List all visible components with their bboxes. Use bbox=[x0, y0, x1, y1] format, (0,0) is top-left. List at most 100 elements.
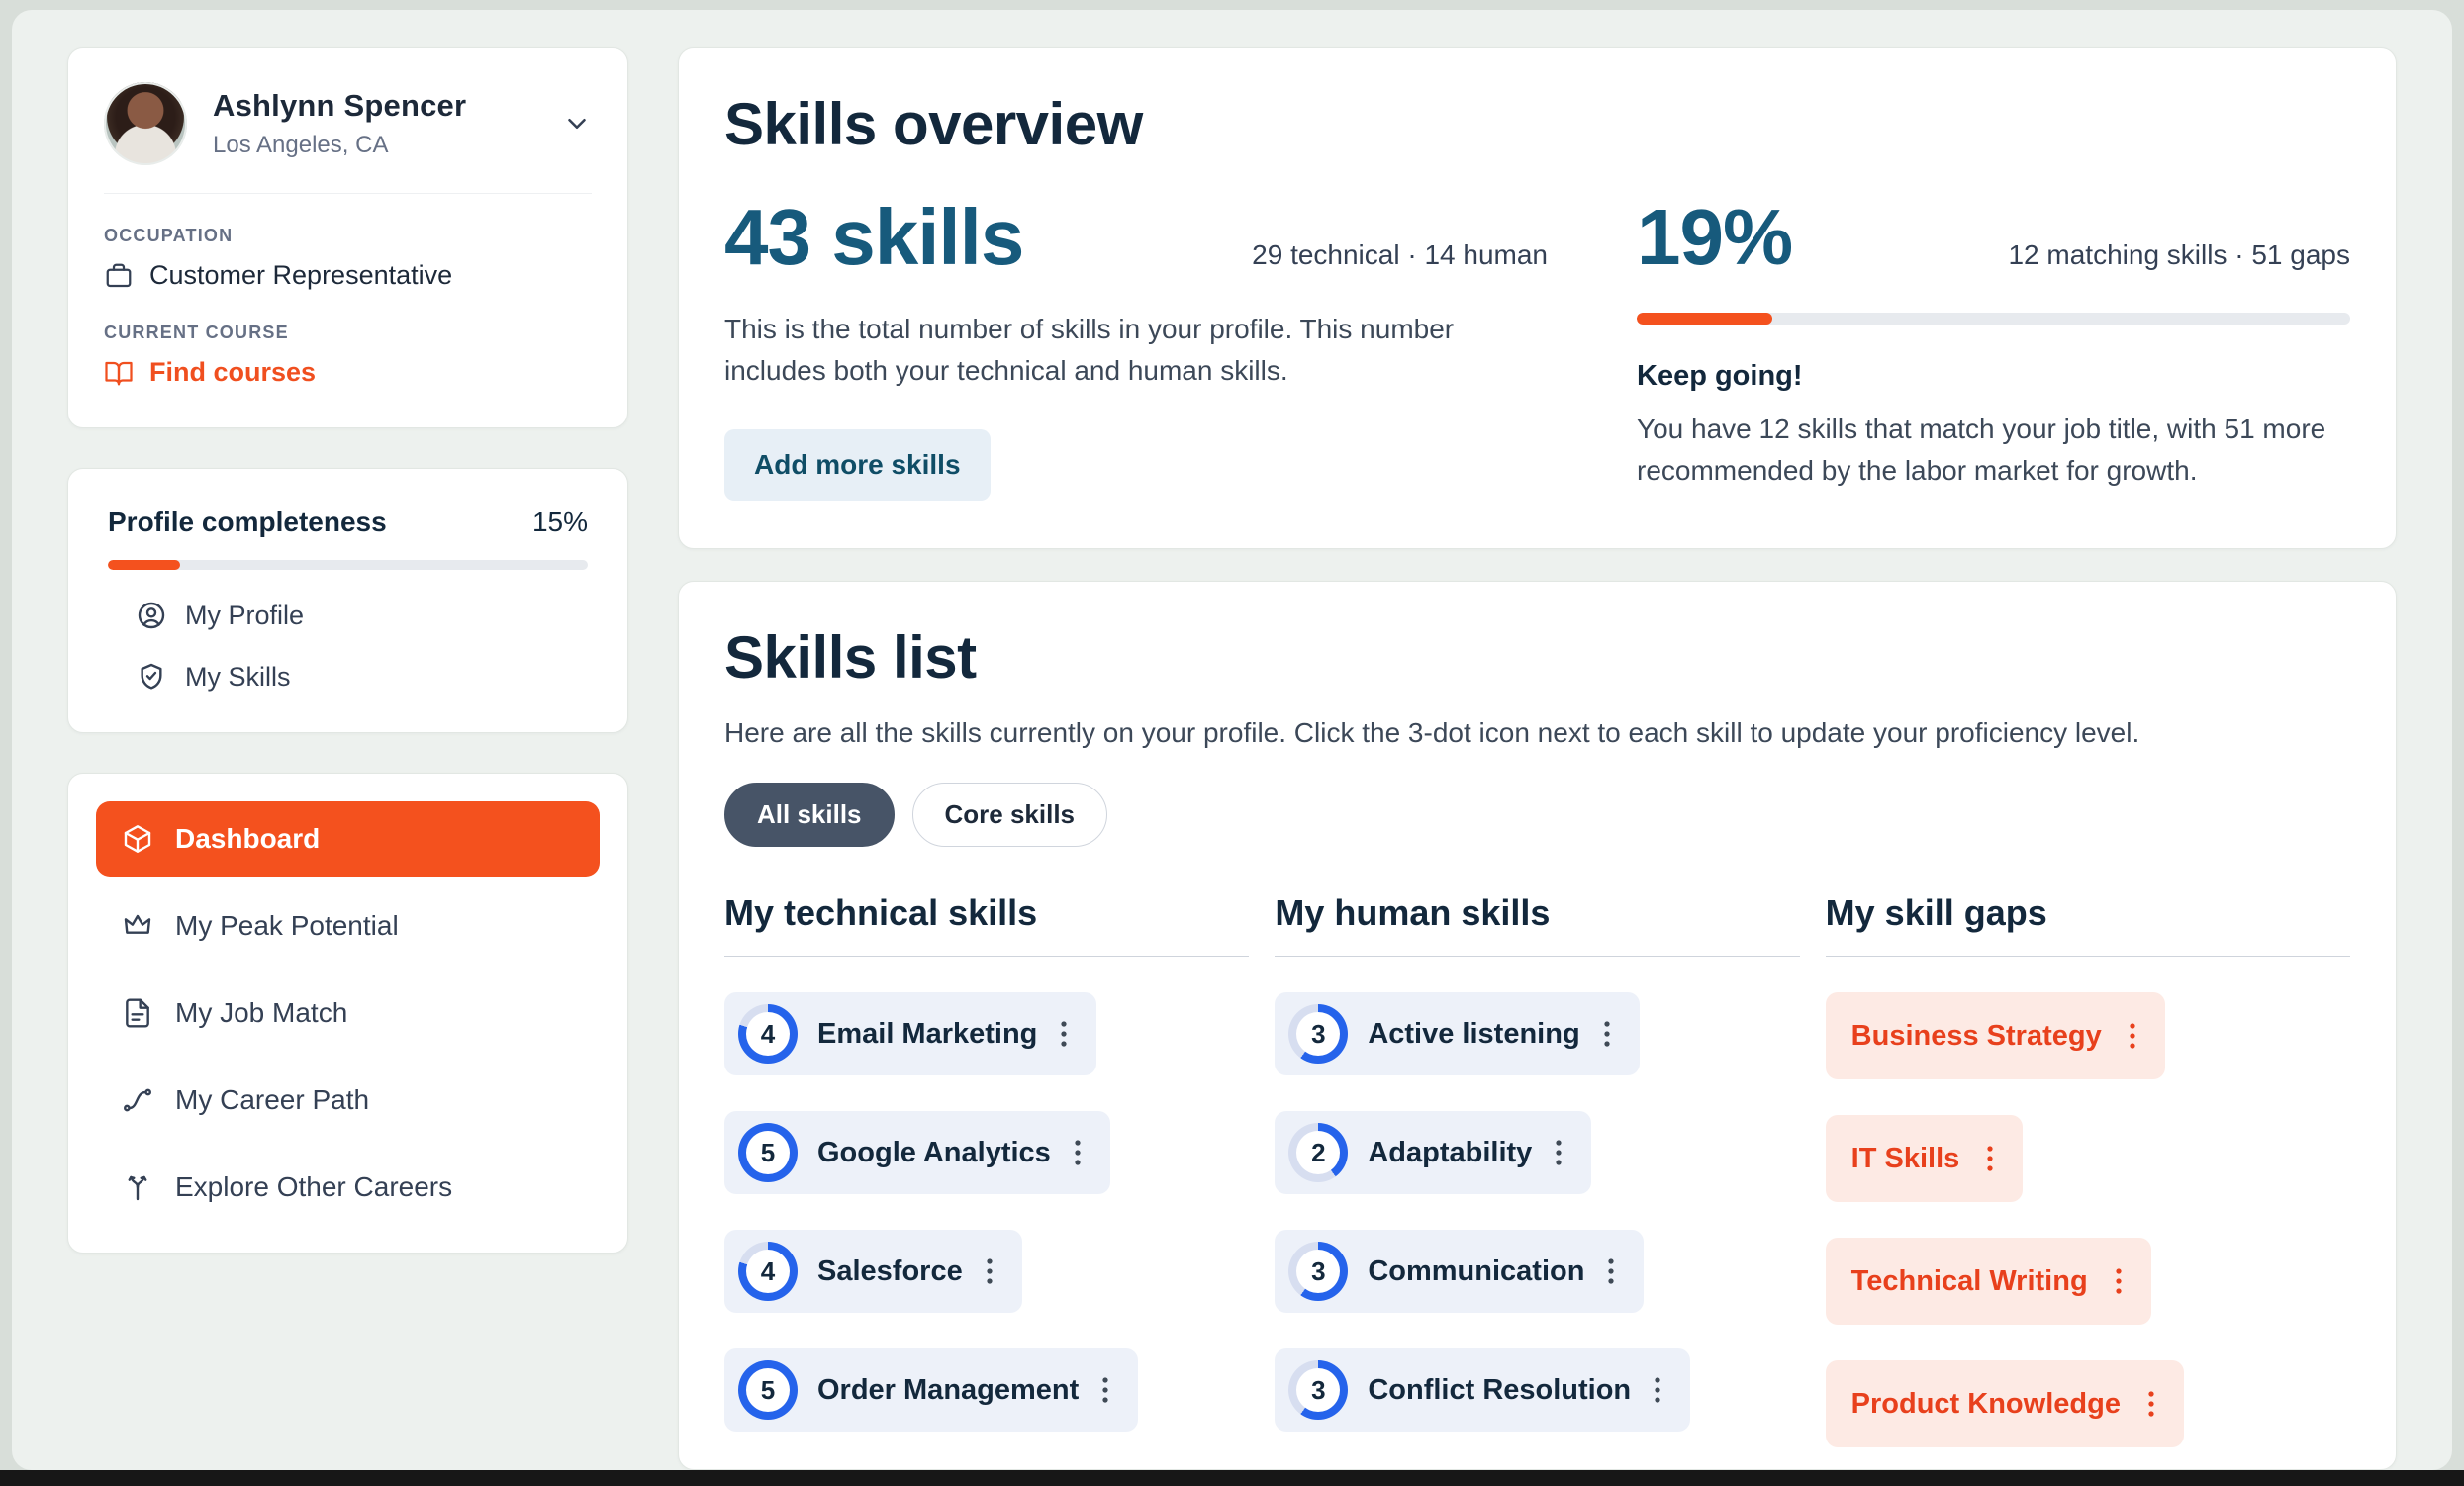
skill-name: Email Marketing bbox=[817, 1017, 1038, 1050]
skill-name: Conflict Resolution bbox=[1368, 1373, 1632, 1406]
skill-chip-salesforce: 4 Salesforce bbox=[724, 1230, 1022, 1313]
skill-name: Order Management bbox=[817, 1373, 1080, 1406]
gap-skill-name: IT Skills bbox=[1850, 1142, 1960, 1174]
gap-chip-product-knowledge: Product Knowledge bbox=[1825, 1360, 2184, 1447]
occupation-label: OCCUPATION bbox=[104, 226, 234, 245]
find-courses-link[interactable]: Find courses bbox=[104, 357, 592, 388]
completeness-header: Profile completeness 15% bbox=[108, 507, 588, 538]
human-skills-header: My human skills bbox=[1275, 892, 1800, 957]
skill-level-ring: 3 bbox=[1288, 1242, 1349, 1301]
skill-level-value: 4 bbox=[746, 1250, 790, 1293]
skills-columns: My technical skills 4 Email Marketing 5 … bbox=[724, 892, 2350, 1447]
skills-list-description: Here are all the skills currently on you… bbox=[724, 717, 2140, 748]
match-progress-track bbox=[1637, 313, 2350, 325]
skill-level-ring: 4 bbox=[738, 1242, 798, 1301]
overview-grid: 43 skills 29 technical · 14 human This i… bbox=[724, 192, 2350, 501]
nav-item-explore-other-careers[interactable]: Explore Other Careers bbox=[96, 1150, 600, 1225]
kebab-menu-icon[interactable] bbox=[983, 1252, 996, 1291]
main-content: Skills overview 43 skills 29 technical ·… bbox=[678, 47, 2397, 1470]
branch-icon bbox=[122, 1171, 153, 1203]
profile-identity: Ashlynn Spencer Los Angeles, CA bbox=[213, 88, 536, 159]
match-progress-fill bbox=[1637, 313, 1772, 325]
technical-skills-column: My technical skills 4 Email Marketing 5 … bbox=[724, 892, 1250, 1447]
kebab-menu-icon[interactable] bbox=[1098, 1370, 1112, 1410]
skill-level-ring: 2 bbox=[1288, 1123, 1349, 1182]
skill-name: Communication bbox=[1368, 1254, 1585, 1287]
skill-level-ring: 3 bbox=[1288, 1360, 1349, 1420]
skills-count-description: This is the total number of skills in yo… bbox=[724, 314, 1455, 386]
cube-icon bbox=[122, 823, 153, 855]
skills-breakdown: 29 technical · 14 human bbox=[1252, 239, 1548, 270]
skill-chip-active-listening: 3 Active listening bbox=[1275, 992, 1640, 1075]
match-description: You have 12 skills that match your job t… bbox=[1637, 414, 2326, 486]
my-skills-label: My Skills bbox=[185, 661, 291, 692]
skills-list-card: Skills list Here are all the skills curr… bbox=[678, 581, 2397, 1470]
gap-skill-name: Business Strategy bbox=[1850, 1019, 2102, 1052]
overview-skill-count-panel: 43 skills 29 technical · 14 human This i… bbox=[724, 192, 1548, 501]
overview-match-panel: 19% 12 matching skills · 51 gaps Keep go… bbox=[1637, 192, 2350, 501]
nav-label-my-peak-potential: My Peak Potential bbox=[175, 910, 399, 941]
skill-level-value: 2 bbox=[1296, 1131, 1341, 1174]
kebab-menu-icon[interactable] bbox=[1983, 1139, 1997, 1178]
chevron-down-icon[interactable] bbox=[562, 109, 592, 139]
skill-name: Adaptability bbox=[1368, 1136, 1533, 1168]
skill-level-ring: 4 bbox=[738, 1004, 798, 1064]
skill-chip-adaptability: 2 Adaptability bbox=[1275, 1111, 1592, 1194]
kebab-menu-icon[interactable] bbox=[1651, 1370, 1664, 1410]
encouragement-text: Keep going! bbox=[1637, 360, 1803, 392]
sidebar-item-my-profile[interactable]: My Profile bbox=[108, 600, 588, 631]
profile-card: Ashlynn Spencer Los Angeles, CA OCCUPATI… bbox=[67, 47, 628, 428]
my-profile-label: My Profile bbox=[185, 600, 305, 630]
profile-completeness-card: Profile completeness 15% My Profile My S… bbox=[67, 468, 628, 733]
book-open-icon bbox=[104, 358, 134, 388]
add-more-skills-button[interactable]: Add more skills bbox=[724, 429, 991, 501]
gap-chip-technical-writing: Technical Writing bbox=[1825, 1238, 2151, 1325]
tab-core-skills[interactable]: Core skills bbox=[911, 783, 1108, 847]
nav-item-dashboard[interactable]: Dashboard bbox=[96, 801, 600, 877]
gap-chip-it-skills: IT Skills bbox=[1825, 1115, 2024, 1202]
tab-all-skills[interactable]: All skills bbox=[724, 783, 895, 847]
skill-level-ring: 5 bbox=[738, 1360, 798, 1420]
gap-skill-name: Product Knowledge bbox=[1850, 1387, 2121, 1420]
human-skills-column: My human skills 3 Active listening 2 Ada… bbox=[1275, 892, 1800, 1447]
completeness-progress-fill bbox=[108, 560, 180, 570]
nav-item-my-peak-potential[interactable]: My Peak Potential bbox=[96, 888, 600, 964]
nav-item-my-job-match[interactable]: My Job Match bbox=[96, 975, 600, 1051]
nav-label-dashboard: Dashboard bbox=[175, 823, 321, 854]
nav-label-my-career-path: My Career Path bbox=[175, 1084, 370, 1115]
briefcase-icon bbox=[104, 261, 134, 291]
skills-list-title: Skills list bbox=[724, 624, 977, 691]
kebab-menu-icon[interactable] bbox=[1604, 1252, 1618, 1291]
current-course-label: CURRENT COURSE bbox=[104, 323, 289, 342]
occupation-value: Customer Representative bbox=[149, 260, 453, 290]
career-path-icon bbox=[122, 1084, 153, 1116]
document-icon bbox=[122, 997, 153, 1029]
kebab-menu-icon[interactable] bbox=[2126, 1016, 2139, 1056]
skill-level-value: 3 bbox=[1296, 1012, 1341, 1056]
crown-icon bbox=[122, 910, 153, 942]
nav-item-my-career-path[interactable]: My Career Path bbox=[96, 1063, 600, 1138]
kebab-menu-icon[interactable] bbox=[1057, 1014, 1071, 1054]
skills-dashboard: Ashlynn Spencer Los Angeles, CA OCCUPATI… bbox=[12, 10, 2452, 1470]
completeness-progress-track bbox=[108, 560, 588, 570]
kebab-menu-icon[interactable] bbox=[2144, 1384, 2158, 1424]
kebab-menu-icon[interactable] bbox=[1600, 1014, 1614, 1054]
kebab-menu-icon[interactable] bbox=[1071, 1133, 1085, 1172]
skill-level-ring: 3 bbox=[1288, 1004, 1349, 1064]
match-percent-number: 19% bbox=[1637, 193, 1793, 281]
skill-level-value: 4 bbox=[746, 1012, 790, 1056]
gap-skill-name: Technical Writing bbox=[1850, 1264, 2088, 1297]
find-courses-label: Find courses bbox=[149, 357, 317, 387]
avatar bbox=[104, 82, 187, 165]
kebab-menu-icon[interactable] bbox=[2112, 1261, 2126, 1301]
skill-chip-conflict-resolution: 3 Conflict Resolution bbox=[1275, 1348, 1691, 1432]
profile-header[interactable]: Ashlynn Spencer Los Angeles, CA bbox=[104, 82, 592, 194]
profile-name: Ashlynn Spencer bbox=[213, 88, 467, 123]
sidebar-item-my-skills[interactable]: My Skills bbox=[108, 661, 588, 693]
skill-gaps-column: My skill gaps Business Strategy IT Skill… bbox=[1825, 892, 2350, 1447]
total-skills-number: 43 skills bbox=[724, 193, 1024, 281]
skill-level-value: 5 bbox=[746, 1368, 790, 1412]
skills-overview-title: Skills overview bbox=[724, 91, 1143, 157]
nav-label-my-job-match: My Job Match bbox=[175, 997, 348, 1028]
kebab-menu-icon[interactable] bbox=[1552, 1133, 1565, 1172]
